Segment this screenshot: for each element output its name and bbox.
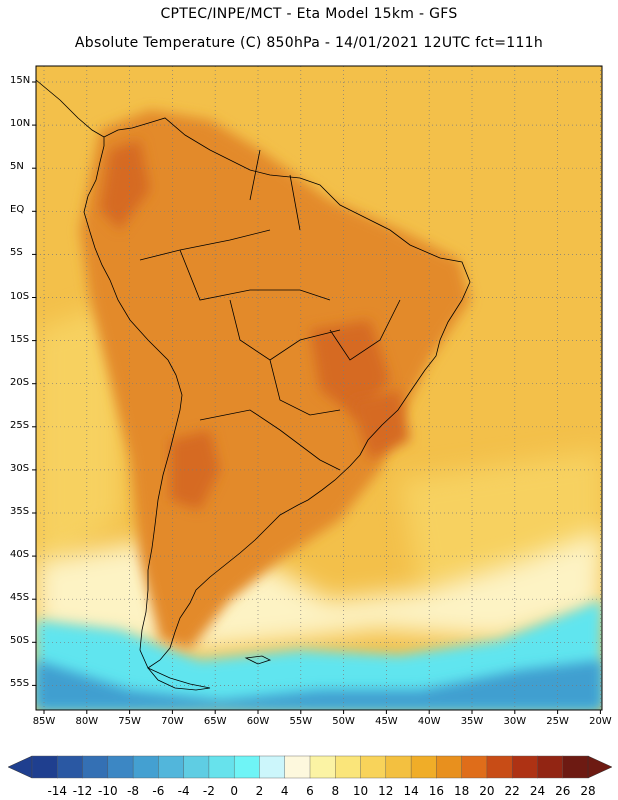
colorbar-swatch xyxy=(486,755,513,779)
colorbar-swatch xyxy=(233,755,260,779)
lon-label: 30W xyxy=(503,716,527,727)
lon-label: 55W xyxy=(289,716,313,727)
lat-label: 15S xyxy=(10,333,30,345)
lon-label: 85W xyxy=(32,716,56,727)
lon-label: 80W xyxy=(75,716,99,727)
colorbar-swatch xyxy=(57,755,84,779)
colorbar-swatch xyxy=(335,755,362,779)
colorbar-label: -12 xyxy=(72,784,93,798)
tierra-del-fuego-coast xyxy=(147,667,211,691)
land-hotter-core xyxy=(310,320,390,420)
colorbar-label: 10 xyxy=(352,784,369,798)
land-hotter-core xyxy=(350,390,410,460)
colorbar-swatch xyxy=(410,755,437,779)
colorbar-swatch xyxy=(107,755,134,779)
colorbar-label: 24 xyxy=(529,784,546,798)
lat-label: 55S xyxy=(10,678,30,690)
colorbar-max-arrow xyxy=(587,755,613,779)
colorbar-label: -8 xyxy=(127,784,140,798)
colorbar-label: 22 xyxy=(504,784,520,798)
colorbar-label: -10 xyxy=(98,784,118,798)
colorbar-label: 28 xyxy=(580,784,596,798)
lat-label: 10N xyxy=(10,118,31,130)
colorbar-min-arrow xyxy=(7,755,33,779)
colorbar-label: 6 xyxy=(306,784,314,798)
colorbar-label: -4 xyxy=(177,784,190,798)
lon-label: 50W xyxy=(332,716,355,727)
central-america-coast xyxy=(35,79,105,138)
colorbar-swatch xyxy=(132,755,159,779)
colorbar-swatch xyxy=(183,755,210,779)
lat-label: 10S xyxy=(10,290,30,302)
lon-label: 75W xyxy=(118,716,141,727)
colorbar-swatch xyxy=(208,755,235,779)
lon-label: 20W xyxy=(589,716,612,727)
lon-label: 35W xyxy=(460,716,484,727)
colorbar-label: 16 xyxy=(428,784,444,798)
colorbar-swatch xyxy=(158,755,185,779)
cold-blue-field xyxy=(36,660,602,710)
lon-label: 25W xyxy=(546,716,569,727)
lat-label: 5N xyxy=(10,161,24,173)
lon-label: 45W xyxy=(375,716,398,727)
lat-label: 25S xyxy=(10,419,30,431)
lat-label: 45S xyxy=(10,592,30,604)
colorbar-label: 2 xyxy=(255,784,264,798)
colorbar-swatch xyxy=(31,755,58,779)
chart-title-line2: Absolute Temperature (C) 850hPa - 14/01/… xyxy=(74,35,544,51)
colorbar-label: 18 xyxy=(453,784,470,798)
colorbar-label: 8 xyxy=(331,784,340,798)
lat-label: 20S xyxy=(10,376,30,388)
falklands-coast xyxy=(244,655,272,665)
axis-ticks xyxy=(32,81,601,714)
colorbar-label: -6 xyxy=(152,784,165,798)
colorbar-swatch xyxy=(461,755,488,779)
country-borders xyxy=(139,149,401,471)
land-hotter-core xyxy=(100,140,150,230)
colorbar-label: -14 xyxy=(47,784,68,798)
colorbar-swatch xyxy=(385,755,412,779)
colorbar-swatch xyxy=(259,755,286,779)
lat-label: 5S xyxy=(10,247,23,259)
colorbar-swatch xyxy=(284,755,311,779)
lon-label: 60W xyxy=(246,716,270,727)
lat-label: 40S xyxy=(10,549,30,561)
colorbar-swatch xyxy=(82,755,109,779)
colorbar-swatch xyxy=(360,755,387,779)
lat-label: 30S xyxy=(10,462,30,474)
colorbar-swatch xyxy=(537,755,564,779)
colorbar-swatch xyxy=(562,755,589,779)
colorbar-swatch xyxy=(309,755,336,779)
land-hotter-core xyxy=(170,430,220,510)
coastline xyxy=(35,79,471,691)
lat-label: EQ xyxy=(10,204,25,216)
colorbar-label: -2 xyxy=(202,784,215,798)
south-america-coast xyxy=(83,117,471,669)
colorbar-label: 20 xyxy=(479,784,495,798)
colorbar-label: 0 xyxy=(230,784,238,798)
colorbar-label: 26 xyxy=(555,784,571,798)
lon-label: 40W xyxy=(417,716,441,727)
lat-label: 50S xyxy=(10,635,30,647)
colorbar-swatch xyxy=(511,755,538,779)
temperature-field xyxy=(36,66,602,710)
lat-label: 15N xyxy=(10,75,31,86)
chart-title-line1: CPTEC/INPE/MCT - Eta Model 15km - GFS xyxy=(160,6,458,22)
colorbar-label: 12 xyxy=(378,784,394,798)
colorbar-label: 14 xyxy=(403,784,419,798)
lon-label: 65W xyxy=(203,716,227,727)
lat-label: 35S xyxy=(10,506,30,517)
colorbar-swatch xyxy=(436,755,463,779)
colorbar xyxy=(7,755,613,779)
lon-label: 70W xyxy=(161,716,184,727)
graticule xyxy=(36,66,602,710)
map-frame xyxy=(35,65,603,711)
ocean-mid-field xyxy=(36,300,602,590)
colorbar-label: 4 xyxy=(280,784,289,798)
